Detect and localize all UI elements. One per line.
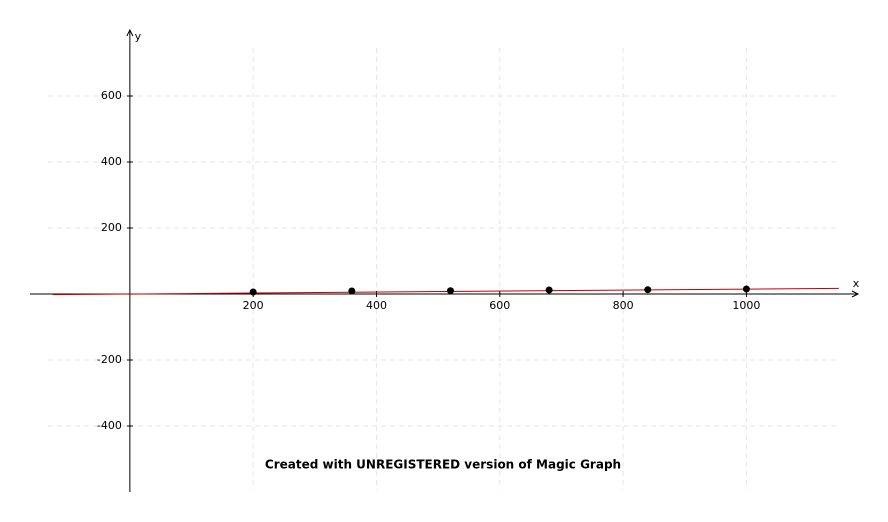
- y-tick-label: 200: [101, 221, 122, 234]
- y-tick-label: -400: [97, 419, 122, 432]
- y-axis-label: y: [135, 30, 142, 43]
- x-tick-label: 400: [366, 299, 387, 312]
- x-tick-label: 1000: [732, 299, 760, 312]
- data-line: [52, 287, 839, 296]
- data-point: [348, 287, 356, 295]
- y-tick-label: 400: [101, 155, 122, 168]
- y-tick-label: -200: [97, 353, 122, 366]
- data-point: [545, 286, 553, 294]
- x-tick-label: 200: [243, 299, 264, 312]
- grid: [48, 48, 838, 490]
- y-arrow: [126, 28, 134, 37]
- x-tick-label: 800: [613, 299, 634, 312]
- data-point: [446, 287, 454, 295]
- data-point: [742, 285, 750, 293]
- x-arrow: [851, 290, 860, 298]
- watermark: Created with UNREGISTERED version of Mag…: [265, 458, 621, 472]
- x-tick-label: 600: [489, 299, 510, 312]
- y-tick-label: 600: [101, 89, 122, 102]
- data-point: [249, 288, 257, 296]
- x-axis-label: x: [853, 277, 860, 290]
- data-point: [644, 286, 652, 294]
